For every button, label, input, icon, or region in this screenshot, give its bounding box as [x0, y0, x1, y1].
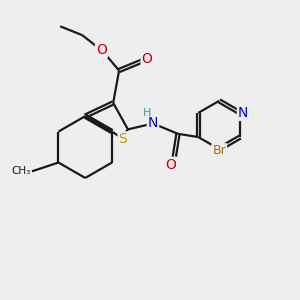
Text: H: H	[143, 108, 151, 118]
Text: S: S	[118, 132, 127, 146]
Text: O: O	[96, 43, 107, 57]
Text: N: N	[238, 106, 248, 120]
Text: Br: Br	[212, 144, 226, 157]
Text: O: O	[142, 52, 152, 66]
Text: N: N	[148, 116, 158, 130]
Text: CH₃: CH₃	[11, 166, 31, 176]
Text: O: O	[165, 158, 176, 172]
